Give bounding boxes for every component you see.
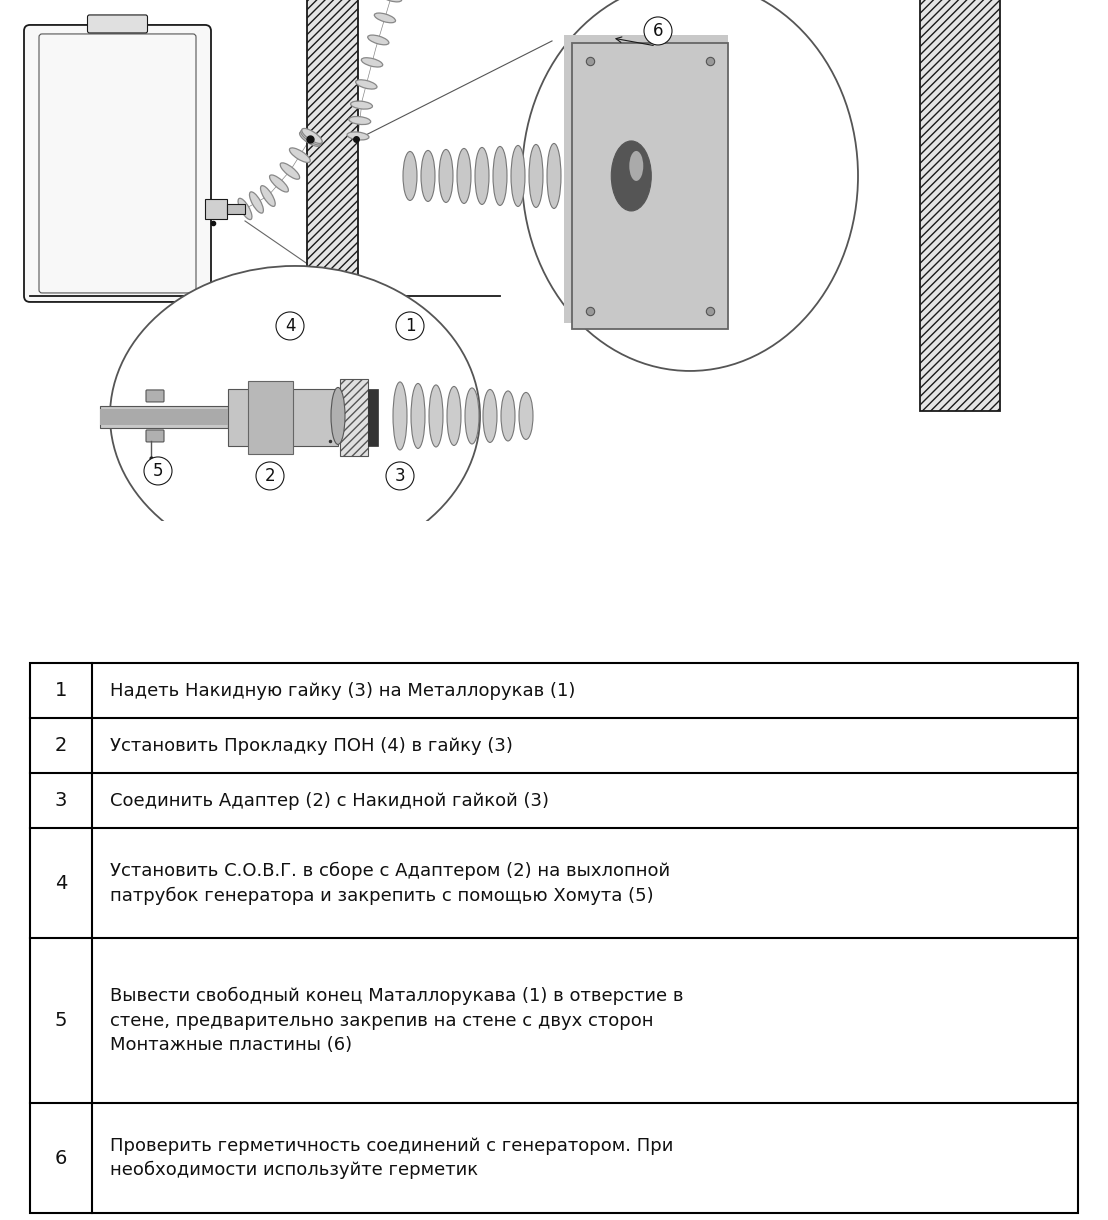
Ellipse shape: [280, 162, 299, 179]
Text: Вывести свободный конец Маталлорукава (1) в отверстие в
стене, предварительно за: Вывести свободный конец Маталлорукава (1…: [110, 987, 684, 1054]
Ellipse shape: [110, 266, 480, 566]
Ellipse shape: [269, 174, 288, 192]
Ellipse shape: [300, 131, 321, 145]
Ellipse shape: [403, 151, 417, 200]
Text: 1: 1: [404, 317, 416, 336]
FancyBboxPatch shape: [24, 24, 211, 303]
Ellipse shape: [447, 387, 461, 445]
Bar: [340, 379, 368, 456]
Bar: [228, 389, 338, 447]
Ellipse shape: [456, 149, 471, 204]
FancyBboxPatch shape: [146, 429, 164, 442]
Ellipse shape: [260, 185, 275, 206]
Circle shape: [144, 458, 172, 484]
Text: Установить Прокладку ПОН (4) в гайку (3): Установить Прокладку ПОН (4) в гайку (3): [110, 737, 513, 754]
Ellipse shape: [393, 382, 407, 450]
Ellipse shape: [238, 199, 252, 220]
Ellipse shape: [511, 145, 525, 206]
Ellipse shape: [289, 148, 310, 162]
Text: Соединить Адаптер (2) с Накидной гайкой (3): Соединить Адаптер (2) с Накидной гайкой …: [110, 792, 548, 810]
Bar: [100, 406, 228, 428]
Text: 2: 2: [265, 467, 275, 484]
Ellipse shape: [519, 393, 533, 439]
Ellipse shape: [493, 146, 507, 205]
Ellipse shape: [522, 0, 858, 371]
Ellipse shape: [483, 389, 497, 443]
Ellipse shape: [421, 150, 435, 201]
Ellipse shape: [529, 144, 543, 207]
Bar: [368, 389, 378, 447]
Ellipse shape: [465, 388, 479, 444]
Circle shape: [386, 462, 414, 490]
Ellipse shape: [380, 0, 402, 2]
Ellipse shape: [629, 151, 644, 181]
Ellipse shape: [356, 79, 377, 89]
Ellipse shape: [475, 148, 489, 205]
Text: 1: 1: [54, 681, 68, 700]
Ellipse shape: [429, 386, 443, 447]
Bar: [248, 381, 293, 454]
Ellipse shape: [301, 128, 322, 144]
Text: 3: 3: [54, 791, 68, 810]
Ellipse shape: [361, 57, 382, 67]
Ellipse shape: [331, 388, 345, 444]
Ellipse shape: [501, 390, 515, 440]
Bar: [205, 199, 227, 218]
Ellipse shape: [249, 192, 264, 213]
Bar: [920, 0, 1001, 411]
Text: 5: 5: [54, 1011, 68, 1030]
Text: Надеть Накидную гайку (3) на Металлорукав (1): Надеть Накидную гайку (3) на Металлорука…: [110, 682, 575, 699]
Circle shape: [256, 462, 284, 490]
Text: 5: 5: [153, 462, 163, 479]
Ellipse shape: [375, 13, 396, 23]
Text: 4: 4: [285, 317, 295, 336]
Text: Установить С.О.В.Г. в сборе с Адаптером (2) на выхлопной
патрубок генератора и з: Установить С.О.В.Г. в сборе с Адаптером …: [110, 861, 670, 904]
Text: 3: 3: [394, 467, 406, 484]
FancyBboxPatch shape: [572, 43, 728, 329]
Ellipse shape: [439, 149, 453, 203]
Ellipse shape: [347, 132, 369, 140]
Circle shape: [644, 17, 671, 45]
Circle shape: [276, 312, 304, 340]
Text: 6: 6: [653, 22, 664, 40]
Circle shape: [396, 312, 424, 340]
Text: 2: 2: [54, 736, 68, 755]
Ellipse shape: [411, 383, 425, 449]
FancyBboxPatch shape: [146, 390, 164, 401]
Bar: [307, 0, 358, 361]
FancyBboxPatch shape: [88, 15, 147, 33]
Ellipse shape: [299, 132, 320, 146]
Text: 4: 4: [54, 874, 68, 893]
Ellipse shape: [547, 144, 561, 209]
Text: Проверить герметичность соединений с генератором. При
необходимости используйте : Проверить герметичность соединений с ген…: [110, 1137, 674, 1180]
Bar: [564, 35, 728, 323]
Text: 6: 6: [54, 1148, 68, 1168]
Ellipse shape: [349, 116, 371, 124]
Bar: [100, 409, 228, 425]
Bar: [227, 204, 245, 213]
Ellipse shape: [612, 142, 652, 211]
Ellipse shape: [368, 35, 389, 45]
Ellipse shape: [350, 101, 372, 109]
